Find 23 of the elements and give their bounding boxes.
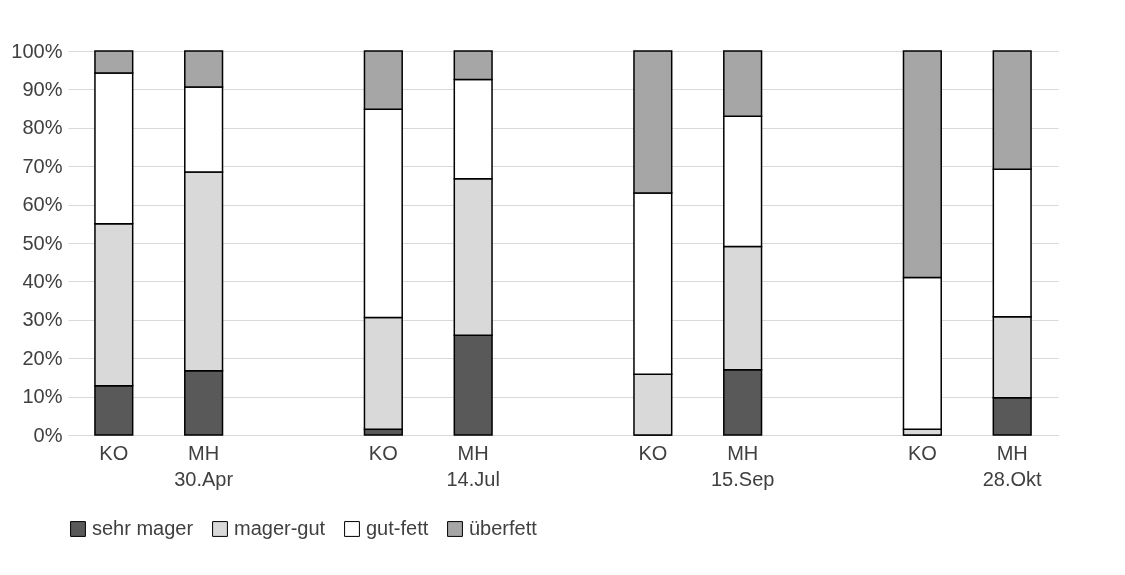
y-tick-label: 10% <box>22 385 63 408</box>
x-tick-label: MH 28.Okt <box>982 441 1043 490</box>
y-tick-label: 90% <box>22 77 63 100</box>
x-tick-label: KO <box>368 441 398 464</box>
legend-label: mager-gut <box>234 517 326 539</box>
y-tick-label: 0% <box>33 423 63 446</box>
x-tick-label: KO <box>907 441 937 464</box>
y-tick-label: 70% <box>22 154 63 177</box>
legend-label: sehr mager <box>92 517 194 539</box>
x-tick-label: MH 30.Apr <box>174 441 234 490</box>
y-tick-label: 20% <box>22 346 63 369</box>
x-tick-label: MH 15.Sep <box>710 441 775 490</box>
y-tick-label: 60% <box>22 193 63 216</box>
legend-label: überfett <box>469 517 538 539</box>
x-tick-label: KO <box>99 441 129 464</box>
x-tick-label: MH 14.Jul <box>446 441 500 490</box>
y-tick-label: 80% <box>22 116 63 139</box>
y-tick-label: 40% <box>22 269 63 292</box>
y-tick-label: 50% <box>22 231 63 254</box>
legend-label: gut-fett <box>366 517 429 539</box>
y-tick-label: 30% <box>22 308 63 331</box>
y-tick-label: 100% <box>11 39 63 62</box>
x-tick-label: KO <box>638 441 668 464</box>
